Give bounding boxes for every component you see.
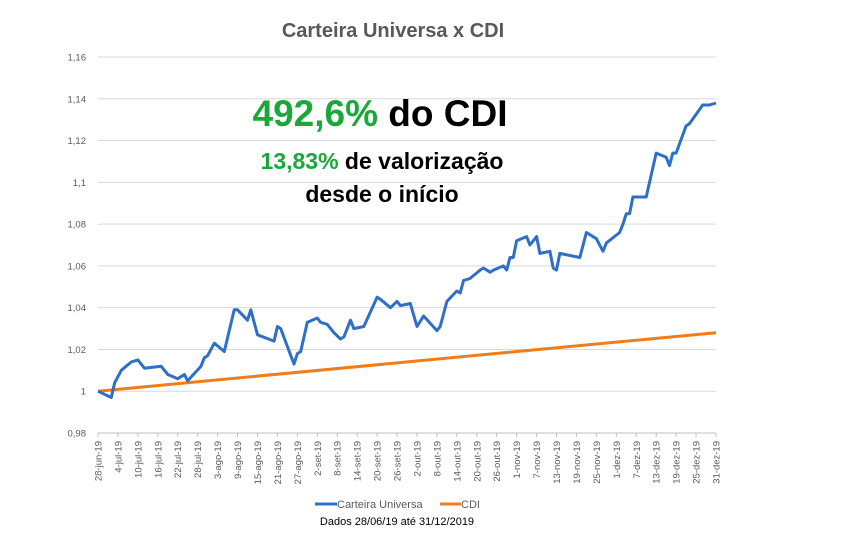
y-axis-ticks: 1,16 1,14 1,12 1,1 1,08 1,06 1,04 1,02 1 0,98 (68, 53, 87, 440)
y-tick-label: 1 (81, 387, 86, 398)
x-tick-label: 4-jul-19 (113, 441, 124, 473)
x-tick-label: 2-set-19 (313, 441, 324, 476)
x-tick-label: 7-nov-19 (532, 441, 543, 479)
y-tick-label: 1,1 (73, 178, 86, 189)
x-tick-label: 14-set-19 (353, 441, 364, 481)
x-tick-label: 19-dez-19 (672, 441, 683, 484)
x-tick-label: 13-dez-19 (652, 441, 663, 484)
x-tick-label: 27-ago-19 (293, 441, 304, 484)
x-tick-label: 3-ago-19 (213, 441, 224, 479)
x-tick-label: 25-dez-19 (692, 441, 703, 484)
series-line-carteira-universa (97, 101, 717, 399)
y-tick-label: 1,16 (68, 53, 87, 64)
x-tick-label: 8-set-19 (333, 441, 344, 476)
x-tick-label: 16-jul-19 (153, 441, 164, 478)
x-tick-label: 26-set-19 (393, 441, 404, 481)
x-tick-label: 31-dez-19 (712, 441, 723, 484)
x-tick-label: 13-nov-19 (552, 441, 563, 484)
annotation-since-start: desde o início (305, 181, 458, 207)
x-tick-label: 26-out-19 (492, 441, 503, 482)
y-tick-label: 1,06 (68, 261, 87, 272)
x-tick-label: 19-nov-19 (572, 441, 583, 484)
y-tick-label: 0,98 (68, 429, 87, 440)
annotation-cdi-ratio-value: 492,6% (253, 93, 379, 134)
x-tick-label: 9-ago-19 (233, 441, 244, 479)
y-tick-label: 1,08 (68, 220, 87, 231)
x-tick-label: 1-nov-19 (512, 441, 523, 479)
x-tick-label: 20-out-19 (472, 441, 483, 482)
x-tick-label: 1-dez-19 (612, 441, 623, 479)
annotation-valuation-text: de valorização (339, 148, 504, 174)
x-tick-label: 2-out-19 (412, 441, 423, 476)
legend-label-cdi: CDI (461, 499, 480, 511)
x-tick-label: 22-jul-19 (173, 441, 184, 478)
series-lines (97, 101, 717, 399)
x-tick-label: 28-jul-19 (193, 441, 204, 478)
x-tick-label: 10-jul-19 (133, 441, 144, 478)
legend: Carteira Universa CDI (315, 499, 480, 511)
y-tick-label: 1,02 (68, 345, 87, 356)
x-tick-label: 28-jun-19 (94, 441, 105, 481)
x-tick-label: 25-nov-19 (592, 441, 603, 484)
gridlines (98, 56, 716, 434)
annotation-cdi-ratio: 492,6% do CDI (253, 93, 508, 134)
x-axis-ticks: 28-jun-19 4-jul-19 10-jul-19 16-jul-19 22-ju… (94, 433, 723, 484)
x-tick-label: 15-ago-19 (253, 441, 264, 484)
caption: Dados 28/06/19 até 31/12/2019 (320, 516, 474, 528)
annotation-valuation-value: 13,83% (261, 148, 339, 174)
chart-title: Carteira Universa x CDI (282, 20, 504, 42)
series-line-cdi (97, 331, 717, 393)
y-tick-label: 1,14 (68, 94, 87, 105)
annotation-cdi-ratio-text: do CDI (378, 93, 507, 134)
x-tick-label: 20-set-19 (373, 441, 384, 481)
annotation-valuation: 13,83% de valorização (261, 148, 504, 174)
x-tick-label: 8-out-19 (432, 441, 443, 476)
x-tick-label: 7-dez-19 (632, 441, 643, 479)
x-tick-label: 14-out-19 (452, 441, 463, 482)
legend-label-carteira: Carteira Universa (337, 499, 423, 511)
y-tick-label: 1,04 (68, 303, 87, 314)
x-tick-label: 21-ago-19 (273, 441, 284, 484)
y-tick-label: 1,12 (68, 136, 87, 147)
